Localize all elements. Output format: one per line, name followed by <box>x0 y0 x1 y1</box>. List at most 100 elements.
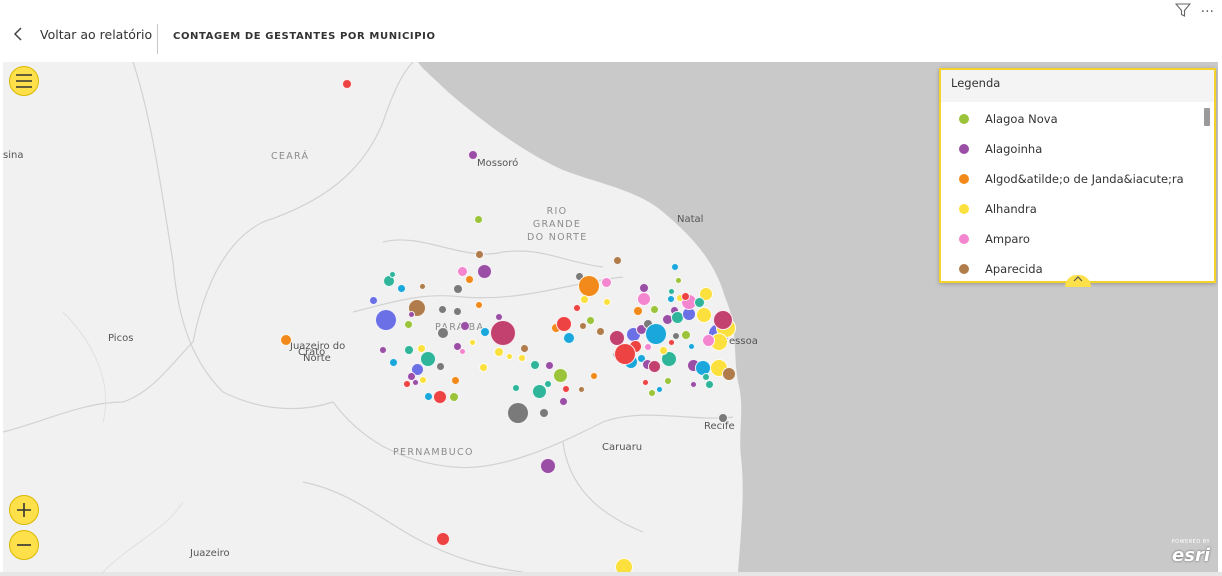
municipality-bubble[interactable] <box>519 343 529 353</box>
municipality-bubble[interactable] <box>689 380 697 388</box>
map-menu-button[interactable] <box>9 66 39 96</box>
municipality-bubble[interactable] <box>693 296 705 308</box>
municipality-bubble[interactable] <box>388 270 396 278</box>
municipality-bubble[interactable] <box>667 338 675 346</box>
municipality-bubble[interactable] <box>404 345 414 355</box>
legend-list[interactable]: Alagoa Nova Alagoinha Algod&atilde;o de … <box>941 104 1207 284</box>
municipality-bubble[interactable] <box>558 396 568 406</box>
municipality-bubble[interactable] <box>507 402 529 424</box>
municipality-bubble[interactable] <box>661 351 677 367</box>
municipality-bubble[interactable] <box>436 532 450 546</box>
municipality-bubble[interactable] <box>713 310 733 330</box>
municipality-bubble[interactable] <box>687 342 695 350</box>
municipality-bubble[interactable] <box>672 332 680 340</box>
legend-item[interactable]: Amparo <box>941 224 1207 254</box>
municipality-bubble[interactable] <box>449 392 459 402</box>
municipality-bubble[interactable] <box>280 334 292 346</box>
municipality-bubble[interactable] <box>658 345 668 355</box>
municipality-bubble[interactable] <box>556 316 572 332</box>
municipality-bubble[interactable] <box>452 306 462 316</box>
municipality-bubble[interactable] <box>600 276 612 288</box>
municipality-bubble[interactable] <box>505 352 513 360</box>
municipality-bubble[interactable] <box>495 313 503 321</box>
municipality-bubble[interactable] <box>403 319 413 329</box>
legend-scrollbar[interactable] <box>1204 108 1210 126</box>
municipality-bubble[interactable] <box>475 301 483 309</box>
municipality-bubble[interactable] <box>490 320 516 346</box>
municipality-bubble[interactable] <box>637 292 651 306</box>
municipality-bubble[interactable] <box>418 282 426 290</box>
municipality-bubble[interactable] <box>342 79 352 89</box>
municipality-bubble[interactable] <box>530 360 540 370</box>
municipality-bubble[interactable] <box>407 310 415 318</box>
municipality-bubble[interactable] <box>423 391 433 401</box>
municipality-bubble[interactable] <box>681 330 691 340</box>
municipality-bubble[interactable] <box>648 389 656 397</box>
municipality-bubble[interactable] <box>468 338 476 346</box>
municipality-bubble[interactable] <box>552 367 568 383</box>
municipality-bubble[interactable] <box>458 347 466 355</box>
back-to-report-button[interactable]: Voltar ao relatório <box>12 26 152 42</box>
legend-item[interactable]: Aparecida <box>941 254 1207 284</box>
municipality-bubble[interactable] <box>406 371 416 381</box>
zoom-out-button[interactable] <box>9 530 39 560</box>
municipality-bubble[interactable] <box>544 360 554 370</box>
municipality-bubble[interactable] <box>704 379 714 389</box>
legend-item[interactable]: Algod&atilde;o de Janda&iacute;ra <box>941 164 1207 194</box>
municipality-bubble[interactable] <box>452 341 462 351</box>
municipality-bubble[interactable] <box>590 372 598 380</box>
municipality-bubble[interactable] <box>433 390 447 404</box>
municipality-bubble[interactable] <box>453 284 463 294</box>
municipality-bubble[interactable] <box>494 347 504 357</box>
municipality-bubble[interactable] <box>671 263 679 271</box>
municipality-bubble[interactable] <box>573 304 581 312</box>
map-legend[interactable]: Legenda Alagoa Nova Alagoinha Algod&atil… <box>939 68 1216 287</box>
municipality-bubble[interactable] <box>579 294 589 304</box>
legend-item[interactable]: Alagoinha <box>941 134 1207 164</box>
municipality-bubble[interactable] <box>649 304 659 314</box>
municipality-bubble[interactable] <box>375 309 397 331</box>
municipality-bubble[interactable] <box>379 346 387 354</box>
municipality-bubble[interactable] <box>680 291 690 301</box>
municipality-bubble[interactable] <box>464 274 474 284</box>
municipality-bubble[interactable] <box>645 323 667 345</box>
municipality-bubble[interactable] <box>450 375 460 385</box>
municipality-bubble[interactable] <box>603 298 611 306</box>
municipality-bubble[interactable] <box>615 558 633 572</box>
municipality-bubble[interactable] <box>614 343 636 365</box>
municipality-bubble[interactable] <box>368 295 378 305</box>
municipality-bubble[interactable] <box>540 458 556 474</box>
municipality-bubble[interactable] <box>544 380 552 388</box>
municipality-bubble[interactable] <box>512 384 520 392</box>
legend-item[interactable]: Alagoa Nova <box>941 104 1207 134</box>
municipality-bubble[interactable] <box>647 359 661 373</box>
municipality-bubble[interactable] <box>577 385 585 393</box>
municipality-bubble[interactable] <box>722 367 736 381</box>
bubble-map[interactable]: sina Mossoró Natal Picos Juazeiro do Cra… <box>3 62 1218 572</box>
zoom-in-button[interactable] <box>9 495 39 525</box>
municipality-bubble[interactable] <box>595 326 605 336</box>
municipality-bubble[interactable] <box>416 343 426 353</box>
municipality-bubble[interactable] <box>420 351 436 367</box>
municipality-bubble[interactable] <box>456 265 468 277</box>
municipality-bubble[interactable] <box>396 283 406 293</box>
municipality-bubble[interactable] <box>655 385 663 393</box>
municipality-bubble[interactable] <box>437 304 447 314</box>
municipality-bubble[interactable] <box>437 327 449 339</box>
municipality-bubble[interactable] <box>718 413 728 423</box>
municipality-bubble[interactable] <box>664 377 672 385</box>
municipality-bubble[interactable] <box>419 376 427 384</box>
municipality-bubble[interactable] <box>468 150 478 160</box>
municipality-bubble[interactable] <box>674 276 682 284</box>
municipality-bubble[interactable] <box>539 408 549 418</box>
municipality-bubble[interactable] <box>562 385 570 393</box>
legend-item[interactable]: Alhandra <box>941 194 1207 224</box>
municipality-bubble[interactable] <box>578 275 600 297</box>
municipality-bubble[interactable] <box>403 380 411 388</box>
municipality-bubble[interactable] <box>563 332 575 344</box>
municipality-bubble[interactable] <box>633 306 643 316</box>
municipality-bubble[interactable] <box>641 378 649 386</box>
more-options-icon[interactable]: ··· <box>1200 4 1214 20</box>
municipality-bubble[interactable] <box>473 214 483 224</box>
municipality-bubble[interactable] <box>701 333 715 347</box>
